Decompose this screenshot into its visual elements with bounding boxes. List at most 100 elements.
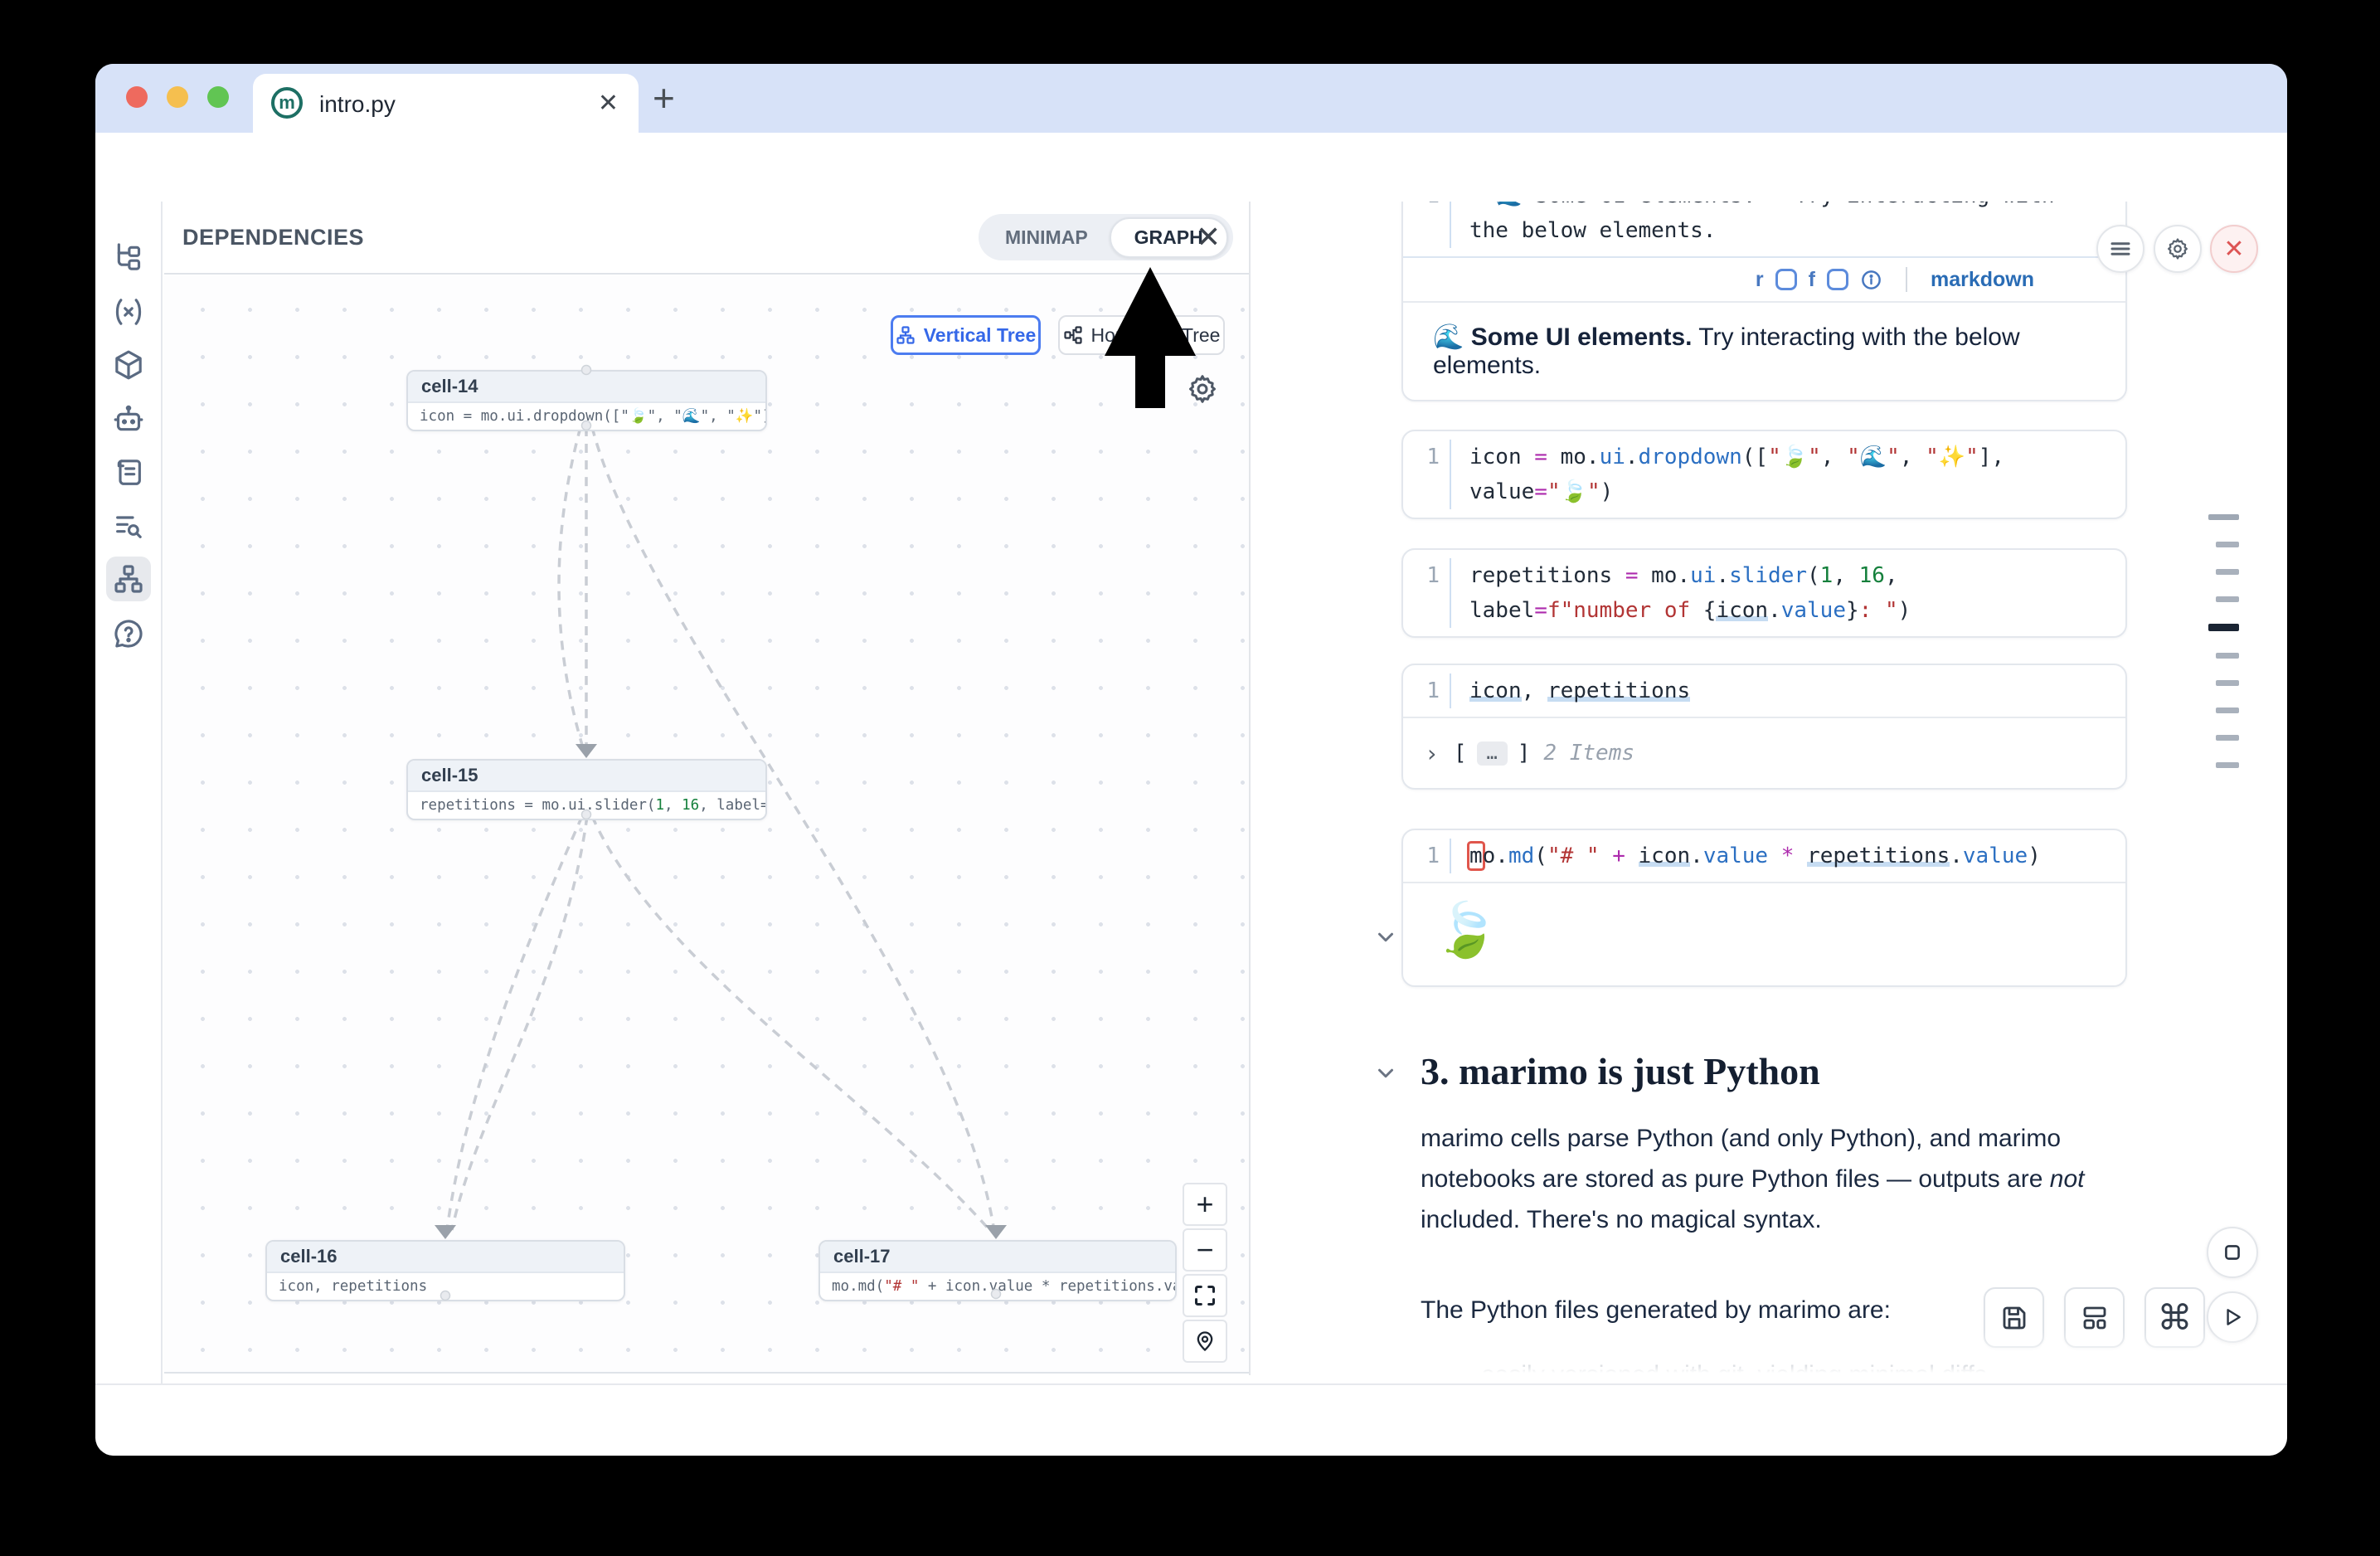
expand-chevron-icon[interactable]: › [1425,739,1439,767]
code-line: icon = mo.ui.dropdown(["🍃", "🌊", "✨"], [1469,445,2005,469]
notebook-cell-md[interactable]: 1 mo.md("# " + icon.value * repetitions.… [1401,829,2127,987]
robot-icon [114,405,143,431]
sidebar-item-packages[interactable] [106,343,151,387]
notebook-settings-button[interactable] [2154,225,2202,273]
cell-code-editor[interactable]: 1 icon = mo.ui.dropdown(["🍃", "🌊", "✨"],… [1403,431,2125,518]
code-line: label=f"number of {icon.value}: ") [1469,598,1911,623]
panel-divider[interactable] [1249,202,1251,1375]
close-window-button[interactable] [126,86,148,108]
status-bar: 0 0 [95,1383,2287,1456]
sidebar-item-variables[interactable] [106,289,151,334]
zoom-out-button[interactable]: − [1183,1228,1227,1272]
ellipsis-badge: … [1476,741,1508,766]
cell-output-collapsed-list[interactable]: › [ … ] 2 Items [1403,717,2125,788]
notebook-cell-slider[interactable]: 1 repetitions = mo.ui.slider(1, 16, labe… [1401,548,2127,638]
collapse-output-chevron-icon[interactable] [1373,925,1398,950]
format-toggle-label: f [1808,267,1815,291]
line-number: 1 [1426,844,1440,868]
hamburger-menu-icon [2110,242,2130,255]
minimap-cell-marker[interactable] [2208,624,2239,631]
cell-code-editor[interactable]: 1 **🌊 Some UI elements.** Try interactin… [1403,202,2125,256]
cell-code-editor[interactable]: 1 repetitions = mo.ui.slider(1, 16, labe… [1403,550,2125,636]
notebook-cell-tuple[interactable]: 1 icon, repetitions › [ … ] 2 Items [1401,664,2127,790]
output-text: Try interacting with the below elements. [1433,323,2020,379]
graph-toggle-option[interactable]: GRAPH [1109,216,1228,258]
vertical-tree-icon [896,326,915,344]
view-toggle: MINIMAP GRAPH [979,214,1233,260]
sidebar-item-file-explorer[interactable] [106,235,151,280]
minimap-cell-marker[interactable] [2208,514,2239,520]
paragraph-italic: not [2049,1165,2085,1193]
maximize-window-button[interactable] [207,86,229,108]
vertical-tree-button[interactable]: Vertical Tree [891,315,1041,355]
format-checkbox[interactable] [1826,269,1848,290]
minimap-cell-marker[interactable] [2216,707,2239,713]
zoom-in-button[interactable]: + [1183,1183,1227,1226]
cell-minimap[interactable] [2208,514,2239,790]
gutter-divider [1450,202,1451,248]
bracket-open: [ [1453,741,1467,766]
minimize-window-button[interactable] [167,86,188,108]
sidebar-item-logs[interactable] [106,450,151,495]
browser-tab[interactable]: m intro.py ✕ [253,74,639,133]
reactive-checkbox[interactable] [1775,269,1797,290]
sidebar-item-snippets[interactable] [106,503,151,548]
panel-close-icon[interactable]: ✕ [1196,220,1222,254]
collapse-section-chevron-icon[interactable] [1373,1061,1398,1086]
tab-close-icon[interactable]: ✕ [597,90,619,117]
help-icon [114,620,143,648]
node-title: cell-16 [267,1242,624,1273]
node-title: cell-14 [408,372,765,403]
graph-node-cell-17[interactable]: cell-17 mo.md("# " + icon.value * repeti… [818,1240,1177,1301]
sidebar-item-ai-assistant[interactable] [106,397,151,442]
zoom-controls: + − [1183,1183,1227,1363]
line-number: 1 [1426,563,1440,588]
minimap-cell-marker[interactable] [2216,762,2239,768]
new-tab-button[interactable]: + [653,76,675,119]
vertical-tree-label: Vertical Tree [923,323,1037,346]
graph-settings-icon[interactable] [1186,372,1219,406]
gutter-divider [1450,558,1451,628]
node-code: repetitions = mo.ui.slider(1, 16, label=… [420,797,765,814]
notebook-cell-dropdown[interactable]: 1 icon = mo.ui.dropdown(["🍃", "🌊", "✨"],… [1401,430,2127,519]
minimap-cell-marker[interactable] [2216,653,2239,659]
fit-view-button[interactable] [1183,1274,1227,1317]
sidebar-item-dependencies[interactable] [106,557,151,601]
minimap-cell-marker[interactable] [2216,680,2239,686]
code-line: repetitions = mo.ui.slider(1, 16, [1469,563,1898,588]
sidebar-item-help[interactable] [106,611,151,656]
minimap-cell-marker[interactable] [2216,596,2239,602]
locate-button[interactable] [1183,1320,1227,1363]
tab-title: intro.py [319,91,396,117]
dependency-graph-canvas[interactable]: cell-14 icon = mo.ui.dropdown(["🍃", "🌊",… [164,276,1249,1374]
paragraph-text: included. There's no magical syntax. [1421,1206,1822,1233]
cell-language-badge[interactable]: markdown [1930,267,2034,291]
minimap-cell-marker[interactable] [2216,569,2239,575]
horizontal-tree-icon [1063,326,1082,344]
horizontal-tree-button[interactable]: Horizontal Tree [1058,315,1225,355]
line-number: 1 [1426,678,1440,703]
cell-code-editor[interactable]: 1 mo.md("# " + icon.value * repetitions.… [1403,830,2125,882]
node-code: icon = mo.ui.dropdown(["🍃", "🌊", "✨"], v… [420,408,765,425]
cell-info-icon[interactable] [1860,269,1882,291]
controls-divider [1905,267,1907,292]
shutdown-button[interactable]: ✕ [2210,225,2258,273]
bottom-fade [1251,1330,2287,1383]
graph-node-cell-15[interactable]: cell-15 repetitions = mo.ui.slider(1, 16… [406,759,767,820]
code-line: value="🍃") [1469,479,1614,504]
minimap-cell-marker[interactable] [2216,735,2239,741]
minimap-cell-marker[interactable] [2216,542,2239,547]
stop-kernel-button[interactable] [2207,1227,2258,1278]
gutter-divider [1450,839,1451,873]
graph-node-cell-14[interactable]: cell-14 icon = mo.ui.dropdown(["🍃", "🌊",… [406,370,767,431]
close-icon: ✕ [2223,235,2245,263]
notebook-panel: 1 **🌊 Some UI elements.** Try interactin… [1251,202,2287,1383]
gear-icon [2168,238,2188,260]
minimap-toggle-option[interactable]: MINIMAP [1005,226,1088,248]
paragraph-text: marimo cells parse Python (and only Pyth… [1421,1125,2062,1193]
notebook-menu-button[interactable] [2096,225,2144,273]
notebook-cell-markdown[interactable]: 1 **🌊 Some UI elements.** Try interactin… [1401,202,2127,401]
section-paragraph: marimo cells parse Python (and only Pyth… [1421,1118,2092,1240]
graph-node-cell-16[interactable]: cell-16 icon, repetitions [265,1240,625,1301]
cell-code-editor[interactable]: 1 icon, repetitions [1403,665,2125,717]
